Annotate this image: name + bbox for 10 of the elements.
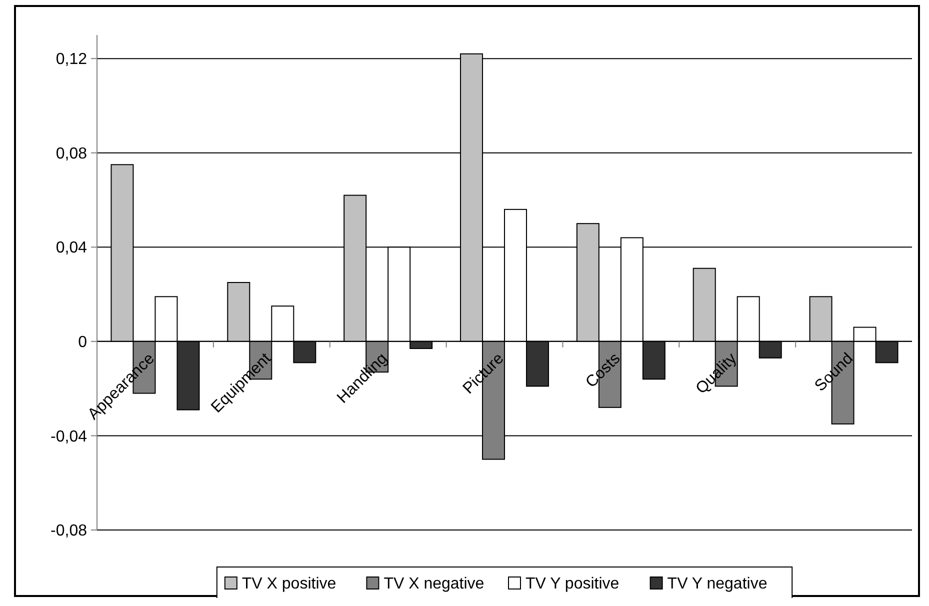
y-tick-label: 0 xyxy=(78,334,88,352)
y-tick-label: -0,04 xyxy=(50,428,88,446)
y-tick-label: 0,08 xyxy=(56,145,88,162)
y-tick-label: 0,04 xyxy=(56,240,88,257)
y-tick-label: 0,12 xyxy=(56,51,88,68)
y-tick-label: -0,08 xyxy=(50,522,88,540)
legend-label: TV Y positive xyxy=(526,576,620,593)
legend-label: TV Y negative xyxy=(667,576,768,593)
legend-label: TV X positive xyxy=(242,576,336,593)
legend-label: TV X negative xyxy=(384,576,484,593)
